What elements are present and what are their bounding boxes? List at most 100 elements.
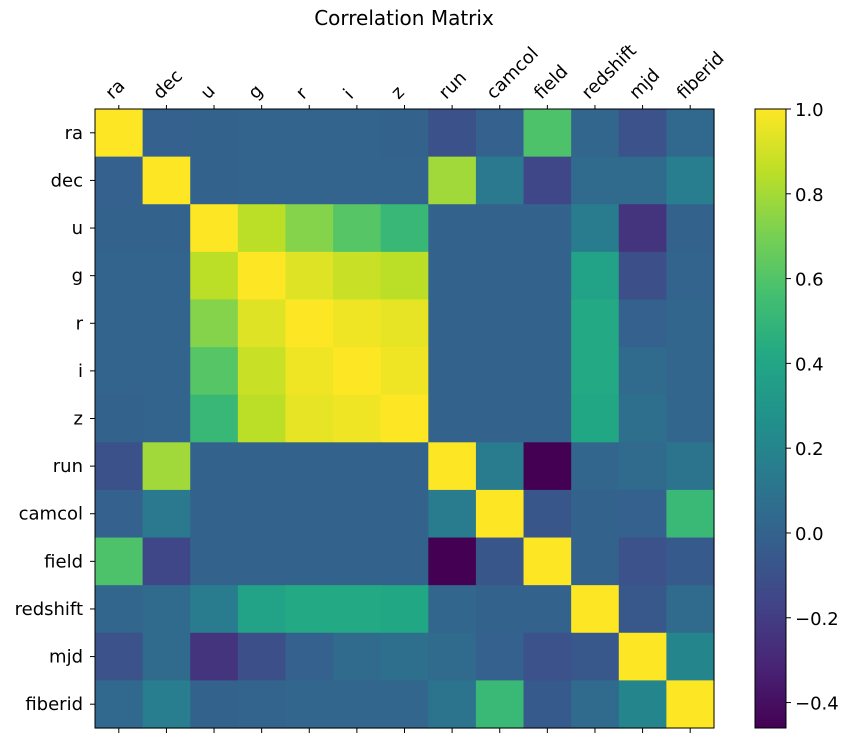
heatmap-cell [618, 680, 667, 729]
heatmap-cell [571, 537, 620, 586]
heatmap-cell [475, 585, 525, 634]
heatmap-cell [475, 204, 525, 253]
heatmap-cell [475, 680, 525, 729]
heatmap-cell [190, 489, 239, 539]
heatmap-cell [285, 442, 334, 491]
heatmap-cell [475, 489, 525, 539]
heatmap-cell [380, 585, 429, 634]
heatmap-cell [618, 442, 667, 491]
y-tick-label: redshift [15, 599, 83, 620]
heatmap-cell [142, 109, 191, 158]
heatmap-cell [285, 394, 334, 443]
colorbar-tick-label: 0.8 [795, 185, 824, 206]
heatmap-cell [333, 632, 382, 681]
heatmap-cell [142, 251, 191, 301]
colorbar-tick-label: 0.2 [795, 439, 824, 460]
x-tick-label: fiberid [673, 48, 729, 104]
heatmap-cell [142, 347, 191, 396]
heatmap-cell [190, 251, 239, 301]
x-tick-label: run [435, 67, 471, 103]
heatmap-cell [237, 680, 287, 729]
heatmap-cell [523, 632, 572, 681]
heatmap-cell [666, 442, 715, 491]
heatmap-cell [237, 632, 287, 681]
x-tick-label: mjd [625, 65, 664, 104]
heatmap-cell [523, 347, 572, 396]
y-tick-label: ra [65, 123, 83, 144]
heatmap-cell [333, 251, 382, 301]
colorbar-tick-label: −0.4 [795, 694, 839, 715]
y-tick-label: mjd [49, 647, 83, 668]
heatmap-cell [523, 442, 572, 491]
heatmap-cell [190, 347, 239, 396]
heatmap-cell [523, 204, 572, 253]
heatmap-cell [571, 442, 620, 491]
heatmap-cell [571, 251, 620, 301]
heatmap-cell [285, 299, 334, 348]
heatmap-cell [666, 204, 715, 253]
heatmap-cell [285, 680, 334, 729]
heatmap-cell [618, 585, 667, 634]
heatmap-cell [333, 394, 382, 443]
heatmap-cell [285, 585, 334, 634]
heatmap-cell [666, 394, 715, 443]
colorbar-tick-label: 0.4 [795, 354, 824, 375]
heatmap-cell [333, 537, 382, 586]
heatmap-cell [428, 442, 477, 491]
heatmap-cell [380, 680, 429, 729]
heatmap-cell [190, 109, 239, 158]
heatmap-cell [142, 489, 191, 539]
heatmap-cell [380, 251, 429, 301]
heatmap-cell [95, 585, 144, 634]
heatmap-cell [142, 632, 191, 681]
heatmap-cell [666, 109, 715, 158]
heatmap-cell [571, 299, 620, 348]
heatmap-cell [571, 204, 620, 253]
heatmap-cell [285, 109, 334, 158]
y-tick-label: camcol [19, 504, 83, 525]
heatmap-cell [142, 299, 191, 348]
heatmap-cell [523, 109, 572, 158]
heatmap-cell [95, 680, 144, 729]
heatmap-cell [380, 632, 429, 681]
heatmap-cell [571, 156, 620, 205]
heatmap-cell [380, 394, 429, 443]
heatmap-cell [95, 394, 144, 443]
heatmap-cell [190, 394, 239, 443]
heatmap-cell [475, 632, 525, 681]
heatmap-cell [428, 632, 477, 681]
heatmap-cell [333, 585, 382, 634]
heatmap-cell [95, 537, 144, 586]
heatmap-cell [475, 394, 525, 443]
heatmap-cell [618, 632, 667, 681]
heatmap-cell [142, 394, 191, 443]
heatmap-cell [428, 537, 477, 586]
colorbar-tick-label: −0.2 [795, 609, 839, 630]
heatmap-cell [475, 109, 525, 158]
heatmap-cell [428, 489, 477, 539]
heatmap-cell [95, 204, 144, 253]
heatmap-cell [618, 489, 667, 539]
heatmap-cell [333, 489, 382, 539]
heatmap-cell [190, 585, 239, 634]
heatmap-cell [523, 585, 572, 634]
x-tick-label: u [197, 81, 220, 104]
heatmap-cell [333, 442, 382, 491]
heatmap-cell [475, 442, 525, 491]
heatmap-cell [428, 680, 477, 729]
heatmap-cell [95, 299, 144, 348]
heatmap-cell [571, 347, 620, 396]
y-tick-label: u [72, 218, 83, 239]
heatmap-cell [618, 537, 667, 586]
heatmap-cell [285, 156, 334, 205]
heatmap-cell [571, 109, 620, 158]
heatmap-cell [142, 585, 191, 634]
heatmap-cell [428, 204, 477, 253]
heatmap-cell [190, 632, 239, 681]
y-tick-label: fiberid [25, 694, 83, 715]
heatmap-cell [95, 632, 144, 681]
heatmap-cell [95, 489, 144, 539]
heatmap-cell [237, 585, 287, 634]
heatmap-cell [618, 347, 667, 396]
